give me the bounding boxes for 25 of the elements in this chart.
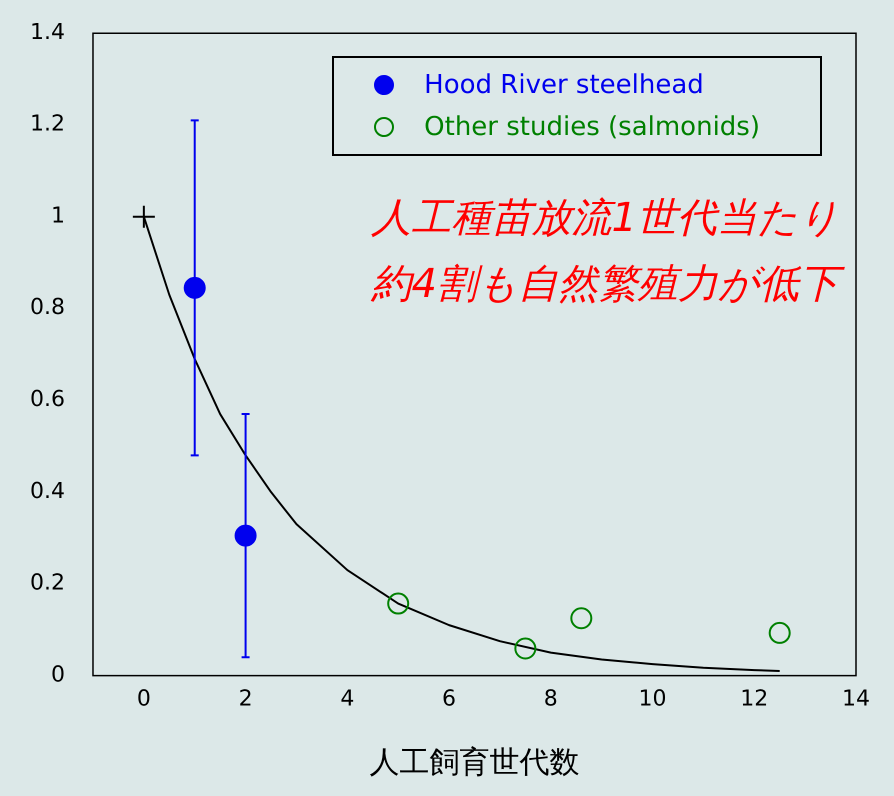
point: [132, 206, 155, 228]
y-tick-label: 1: [50, 203, 65, 228]
y-tick-label: 0.4: [30, 478, 65, 504]
x-tick-label: 4: [340, 686, 354, 712]
x-tick-label: 2: [238, 686, 253, 712]
point: [570, 607, 592, 630]
point: [768, 622, 791, 644]
y-tick-label: 0.6: [30, 387, 65, 412]
y-tick-label: 0: [50, 662, 65, 688]
legend-label: Other studies (salmonids): [424, 111, 760, 144]
x-tick-label: 12: [740, 686, 768, 712]
y-tick-label: 0.8: [30, 295, 65, 320]
x-tick-label: 10: [638, 686, 667, 712]
x-tick-label: 6: [442, 686, 456, 712]
x-tick-label: 14: [842, 686, 870, 712]
y-tick-label: 1.2: [30, 112, 65, 137]
y-tick-label: 0.2: [30, 570, 65, 596]
x-axis-title: 人工飼育世代数: [369, 744, 580, 780]
y-tick-label: 1.4: [30, 20, 65, 45]
annotation: 人工種苗放流1世代当たり: [372, 194, 839, 243]
x-tick-label: 8: [544, 686, 558, 712]
legend-label: Hood River steelhead: [424, 69, 704, 102]
point: [387, 592, 410, 615]
point: [514, 638, 536, 660]
x-tick-label: 0: [136, 686, 151, 712]
